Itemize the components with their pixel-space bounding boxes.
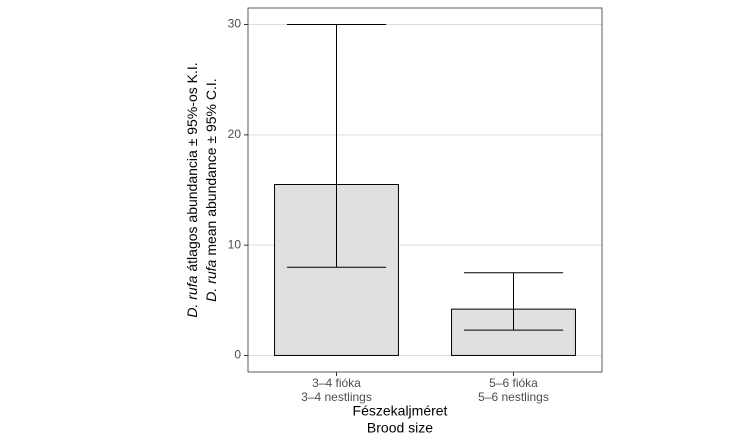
y-axis-label: D. rufa átlagos abundancia ± 95%-os K.I. (184, 62, 200, 317)
y-tick-label: 30 (228, 17, 242, 31)
bar (451, 308, 576, 356)
y-tick-label: 0 (234, 348, 241, 362)
x-axis-label: Fészekaljméret (353, 403, 448, 419)
y-tick-label: 20 (228, 127, 242, 141)
y-tick-label: 10 (228, 237, 242, 251)
y-label-italic: D. rufa (184, 275, 200, 317)
x-tick-label: 3–4 fióka (312, 376, 361, 390)
y-label-italic: D. rufa (203, 259, 219, 301)
x-tick-label: 5–6 nestlings (478, 390, 549, 404)
panel-border (247, 7, 603, 373)
y-axis-label: D. rufa mean abundance ± 95% C.I. (203, 78, 219, 301)
x-tick-label: 3–4 nestlings (301, 390, 372, 404)
x-axis-label: Brood size (367, 420, 433, 436)
y-label-text: mean abundance ± 95% C.I. (203, 78, 219, 255)
y-label-text: átlagos abundancia ± 95%-os K.I. (184, 62, 200, 271)
x-tick-label: 5–6 fióka (489, 376, 538, 390)
